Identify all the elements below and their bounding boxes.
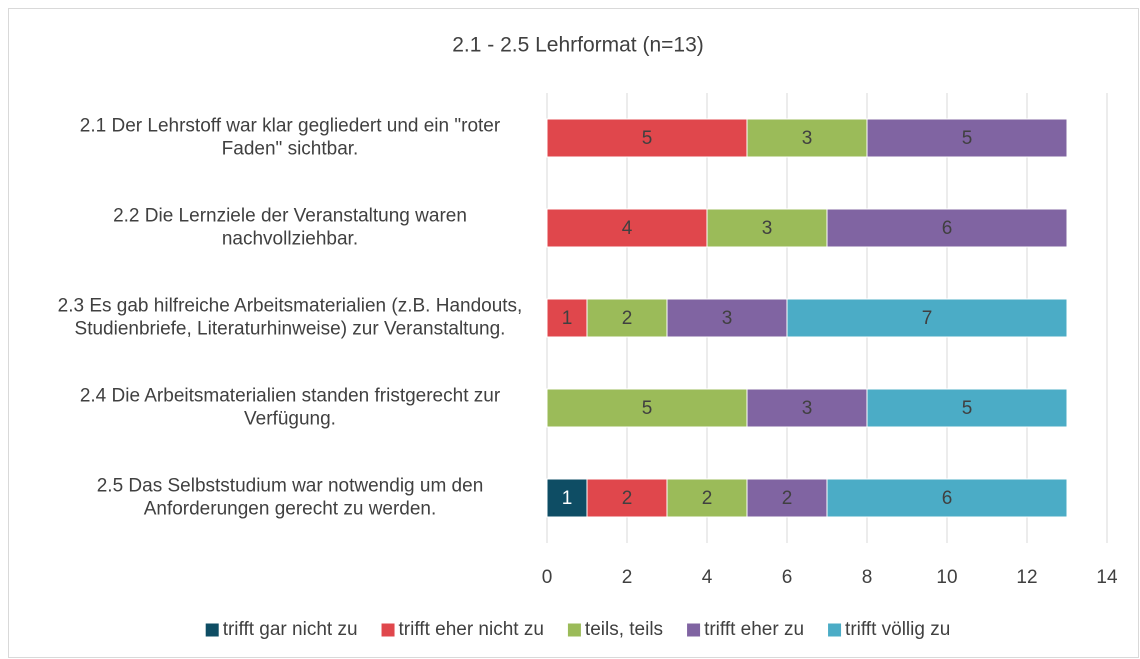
bar-segment (586, 298, 668, 338)
data-label: 2 (702, 488, 713, 509)
x-tick-label: 6 (782, 567, 793, 588)
legend-label: trifft eher zu (704, 619, 804, 640)
x-tick-label: 12 (1016, 567, 1037, 588)
x-tick-label: 0 (542, 567, 553, 588)
category-label: 2.4 Die Arbeitsmaterialien standen frist… (80, 386, 501, 430)
category-label: 2.2 Die Lernziele der Veranstaltung ware… (113, 206, 467, 250)
data-label: 3 (802, 398, 813, 419)
legend-label: trifft völlig zu (845, 619, 950, 640)
bar-segment (706, 208, 828, 248)
data-label: 3 (802, 128, 813, 149)
data-label: 7 (922, 308, 933, 329)
x-tick-label: 8 (862, 567, 873, 588)
data-label: 5 (962, 398, 973, 419)
x-tick-label: 2 (622, 567, 633, 588)
bar-segment (546, 298, 588, 338)
bar-segment (866, 118, 1068, 158)
chart-title: 2.1 - 2.5 Lehrformat (n=13) (452, 34, 704, 57)
legend-label: teils, teils (585, 619, 663, 640)
bar-segment (666, 298, 788, 338)
bar-segment (826, 478, 1068, 518)
data-label: 2 (622, 308, 633, 329)
data-label: 1 (562, 308, 573, 329)
bar-segment (746, 478, 828, 518)
bar-segment (866, 388, 1068, 428)
data-label: 6 (942, 488, 953, 509)
x-tick-label: 4 (702, 567, 713, 588)
bar-segment (666, 478, 748, 518)
legend-swatch (205, 623, 219, 637)
bar-segment (826, 208, 1068, 248)
data-label: 5 (642, 128, 653, 149)
data-label: 2 (782, 488, 793, 509)
data-label: 5 (642, 398, 653, 419)
bar-segment (786, 298, 1068, 338)
legend-swatch (381, 623, 395, 637)
bar-segment (586, 478, 668, 518)
bar-segment (546, 208, 708, 248)
data-label: 3 (722, 308, 733, 329)
data-label: 3 (762, 218, 773, 239)
data-label: 2 (622, 488, 633, 509)
category-label: 2.1 Der Lehrstoff war klar gegliedert un… (80, 116, 501, 160)
legend-label: trifft eher nicht zu (399, 619, 544, 640)
legend-swatch (567, 623, 581, 637)
legend-swatch (687, 623, 701, 637)
legend-swatch (828, 623, 842, 637)
bar-segment (746, 388, 868, 428)
data-label: 1 (562, 488, 573, 509)
bar-segment (546, 388, 748, 428)
data-label: 6 (942, 218, 953, 239)
data-label: 4 (622, 218, 633, 239)
bar-segment (746, 118, 868, 158)
bar-segment (546, 118, 748, 158)
x-tick-label: 10 (936, 567, 957, 588)
legend-label: trifft gar nicht zu (223, 619, 358, 640)
x-tick-label: 14 (1096, 567, 1118, 588)
category-label: 2.3 Es gab hilfreiche Arbeitsmaterialien… (58, 296, 523, 340)
data-label: 5 (962, 128, 973, 149)
category-label: 2.5 Das Selbststudium war notwendig um d… (97, 476, 484, 520)
